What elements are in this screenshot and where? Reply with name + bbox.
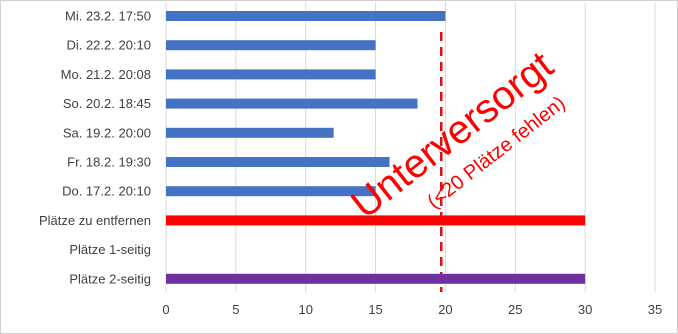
category-label: Plätze zu entfernen [39, 213, 151, 228]
bar [166, 186, 376, 197]
bar [166, 40, 376, 51]
bar [166, 127, 334, 138]
bars [166, 11, 586, 284]
x-tick-labels: 0 5 10 15 20 25 30 35 [162, 302, 662, 317]
bar [166, 11, 446, 21]
x-tick-label: 20 [438, 302, 452, 317]
category-label: Plätze 1-seitig [69, 242, 151, 257]
x-tick-label: 15 [368, 302, 382, 317]
category-label: Di. 22.2. 20:10 [66, 38, 151, 53]
category-label: Mo. 21.2. 20:08 [61, 67, 151, 82]
x-tick-label: 10 [298, 302, 312, 317]
gridlines [165, 2, 656, 292]
category-label: Sa. 19.2. 20:00 [63, 125, 151, 140]
x-tick-label: 35 [648, 302, 662, 317]
bar [166, 69, 376, 80]
x-tick-label: 0 [162, 302, 169, 317]
category-labels: Mi. 23.2. 17:50 Di. 22.2. 20:10 Mo. 21.2. … [39, 9, 151, 287]
x-tick-label: 30 [578, 302, 592, 317]
x-tick-label: 25 [508, 302, 522, 317]
bar [166, 273, 586, 284]
bar [166, 98, 418, 109]
category-label: Plätze 2-seitig [69, 271, 151, 286]
bar [166, 157, 390, 167]
category-label: Mi. 23.2. 17:50 [65, 9, 151, 24]
category-label: So. 20.2. 18:45 [63, 96, 151, 111]
category-label: Fr. 18.2. 19:30 [67, 155, 151, 170]
bar [166, 215, 586, 226]
x-tick-label: 5 [232, 302, 239, 317]
category-label: Do. 17.2. 20:10 [62, 184, 151, 199]
